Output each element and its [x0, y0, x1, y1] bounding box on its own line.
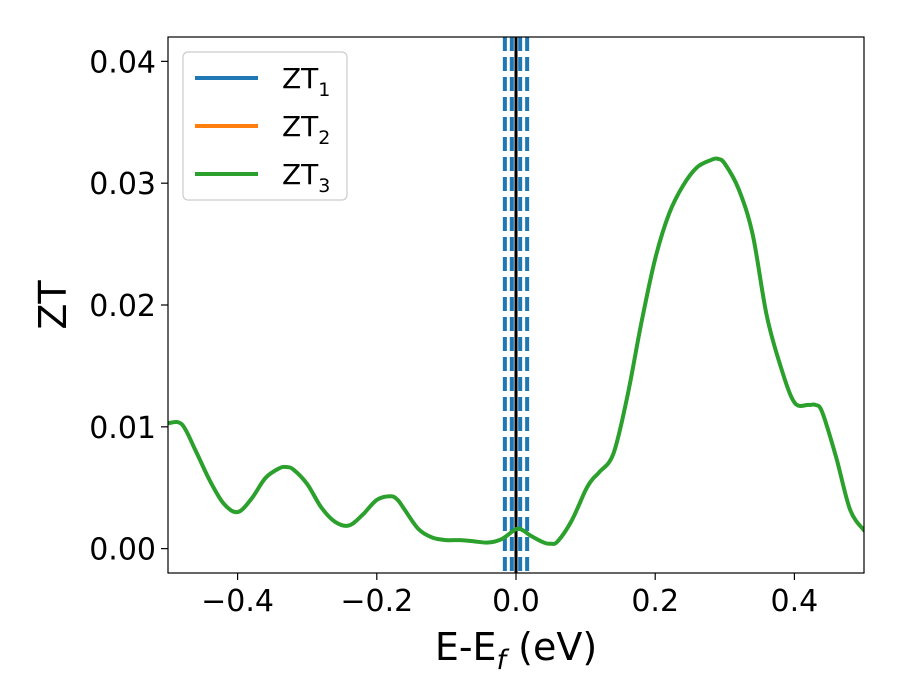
y-tick-label: 0.00	[89, 533, 156, 568]
legend-box	[182, 51, 348, 201]
y-tick-label: 0.03	[89, 167, 156, 202]
x-axis: −0.4 −0.2 0.0 0.2 0.4	[201, 573, 818, 619]
legend-label: ZT3	[282, 158, 330, 197]
legend-label: ZT1	[282, 62, 330, 101]
x-tick-label: 0.0	[492, 584, 540, 619]
x-tick-label: −0.2	[340, 584, 413, 619]
y-tick-label: 0.02	[89, 289, 156, 324]
curves-group	[168, 156, 864, 546]
x-tick-label: −0.4	[201, 584, 274, 619]
reference-lines	[502, 37, 530, 573]
legend-label: ZT2	[282, 110, 330, 149]
x-axis-label: E-Ef (eV)	[435, 625, 597, 676]
legend: ZT1 ZT2 ZT3	[182, 51, 348, 201]
y-axis: 0.00 0.01 0.02 0.03 0.04	[89, 45, 168, 568]
x-tick-label: 0.4	[771, 584, 819, 619]
y-tick-label: 0.01	[89, 411, 156, 446]
y-axis-label: ZT	[31, 280, 75, 330]
y-tick-label: 0.04	[89, 45, 156, 80]
x-tick-label: 0.2	[631, 584, 679, 619]
zt-curve	[168, 156, 864, 546]
